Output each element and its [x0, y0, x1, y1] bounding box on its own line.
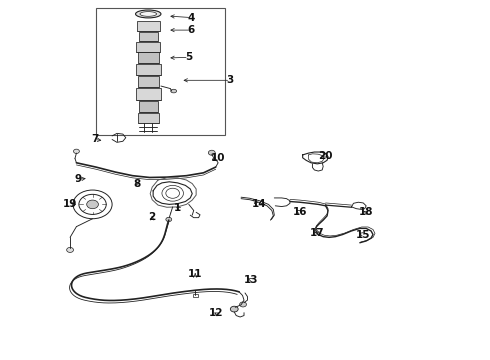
Circle shape: [166, 217, 171, 222]
Text: 9: 9: [74, 174, 81, 184]
Bar: [139, 32, 158, 41]
Bar: [193, 294, 197, 297]
Text: 14: 14: [251, 199, 266, 210]
Text: 6: 6: [188, 25, 195, 35]
Bar: [138, 76, 159, 87]
Text: 7: 7: [91, 135, 98, 144]
Circle shape: [240, 302, 246, 307]
Text: 8: 8: [133, 179, 140, 189]
Circle shape: [87, 200, 98, 209]
Bar: [136, 41, 160, 51]
Text: 5: 5: [185, 52, 193, 62]
Text: 17: 17: [310, 228, 325, 238]
Text: 12: 12: [208, 309, 223, 318]
Text: 4: 4: [188, 13, 195, 23]
Bar: [138, 113, 159, 123]
Text: 2: 2: [148, 212, 156, 221]
Text: 18: 18: [359, 207, 373, 217]
Text: 10: 10: [211, 153, 225, 163]
Circle shape: [74, 149, 79, 153]
Ellipse shape: [140, 12, 157, 16]
Text: 15: 15: [356, 230, 370, 239]
Text: 11: 11: [188, 269, 202, 279]
Bar: [138, 52, 159, 63]
Circle shape: [67, 247, 74, 252]
Text: 3: 3: [227, 75, 234, 85]
Text: 16: 16: [293, 207, 307, 217]
Bar: [96, 8, 225, 135]
Text: 20: 20: [318, 150, 333, 161]
Bar: [136, 88, 161, 100]
Text: 19: 19: [63, 199, 77, 210]
Bar: [139, 101, 158, 112]
Bar: [137, 21, 160, 31]
Circle shape: [230, 306, 238, 312]
Ellipse shape: [136, 10, 161, 18]
Text: 13: 13: [244, 275, 258, 285]
Ellipse shape: [171, 89, 176, 93]
Text: 1: 1: [174, 203, 181, 213]
Bar: [136, 64, 161, 75]
Circle shape: [208, 150, 215, 155]
